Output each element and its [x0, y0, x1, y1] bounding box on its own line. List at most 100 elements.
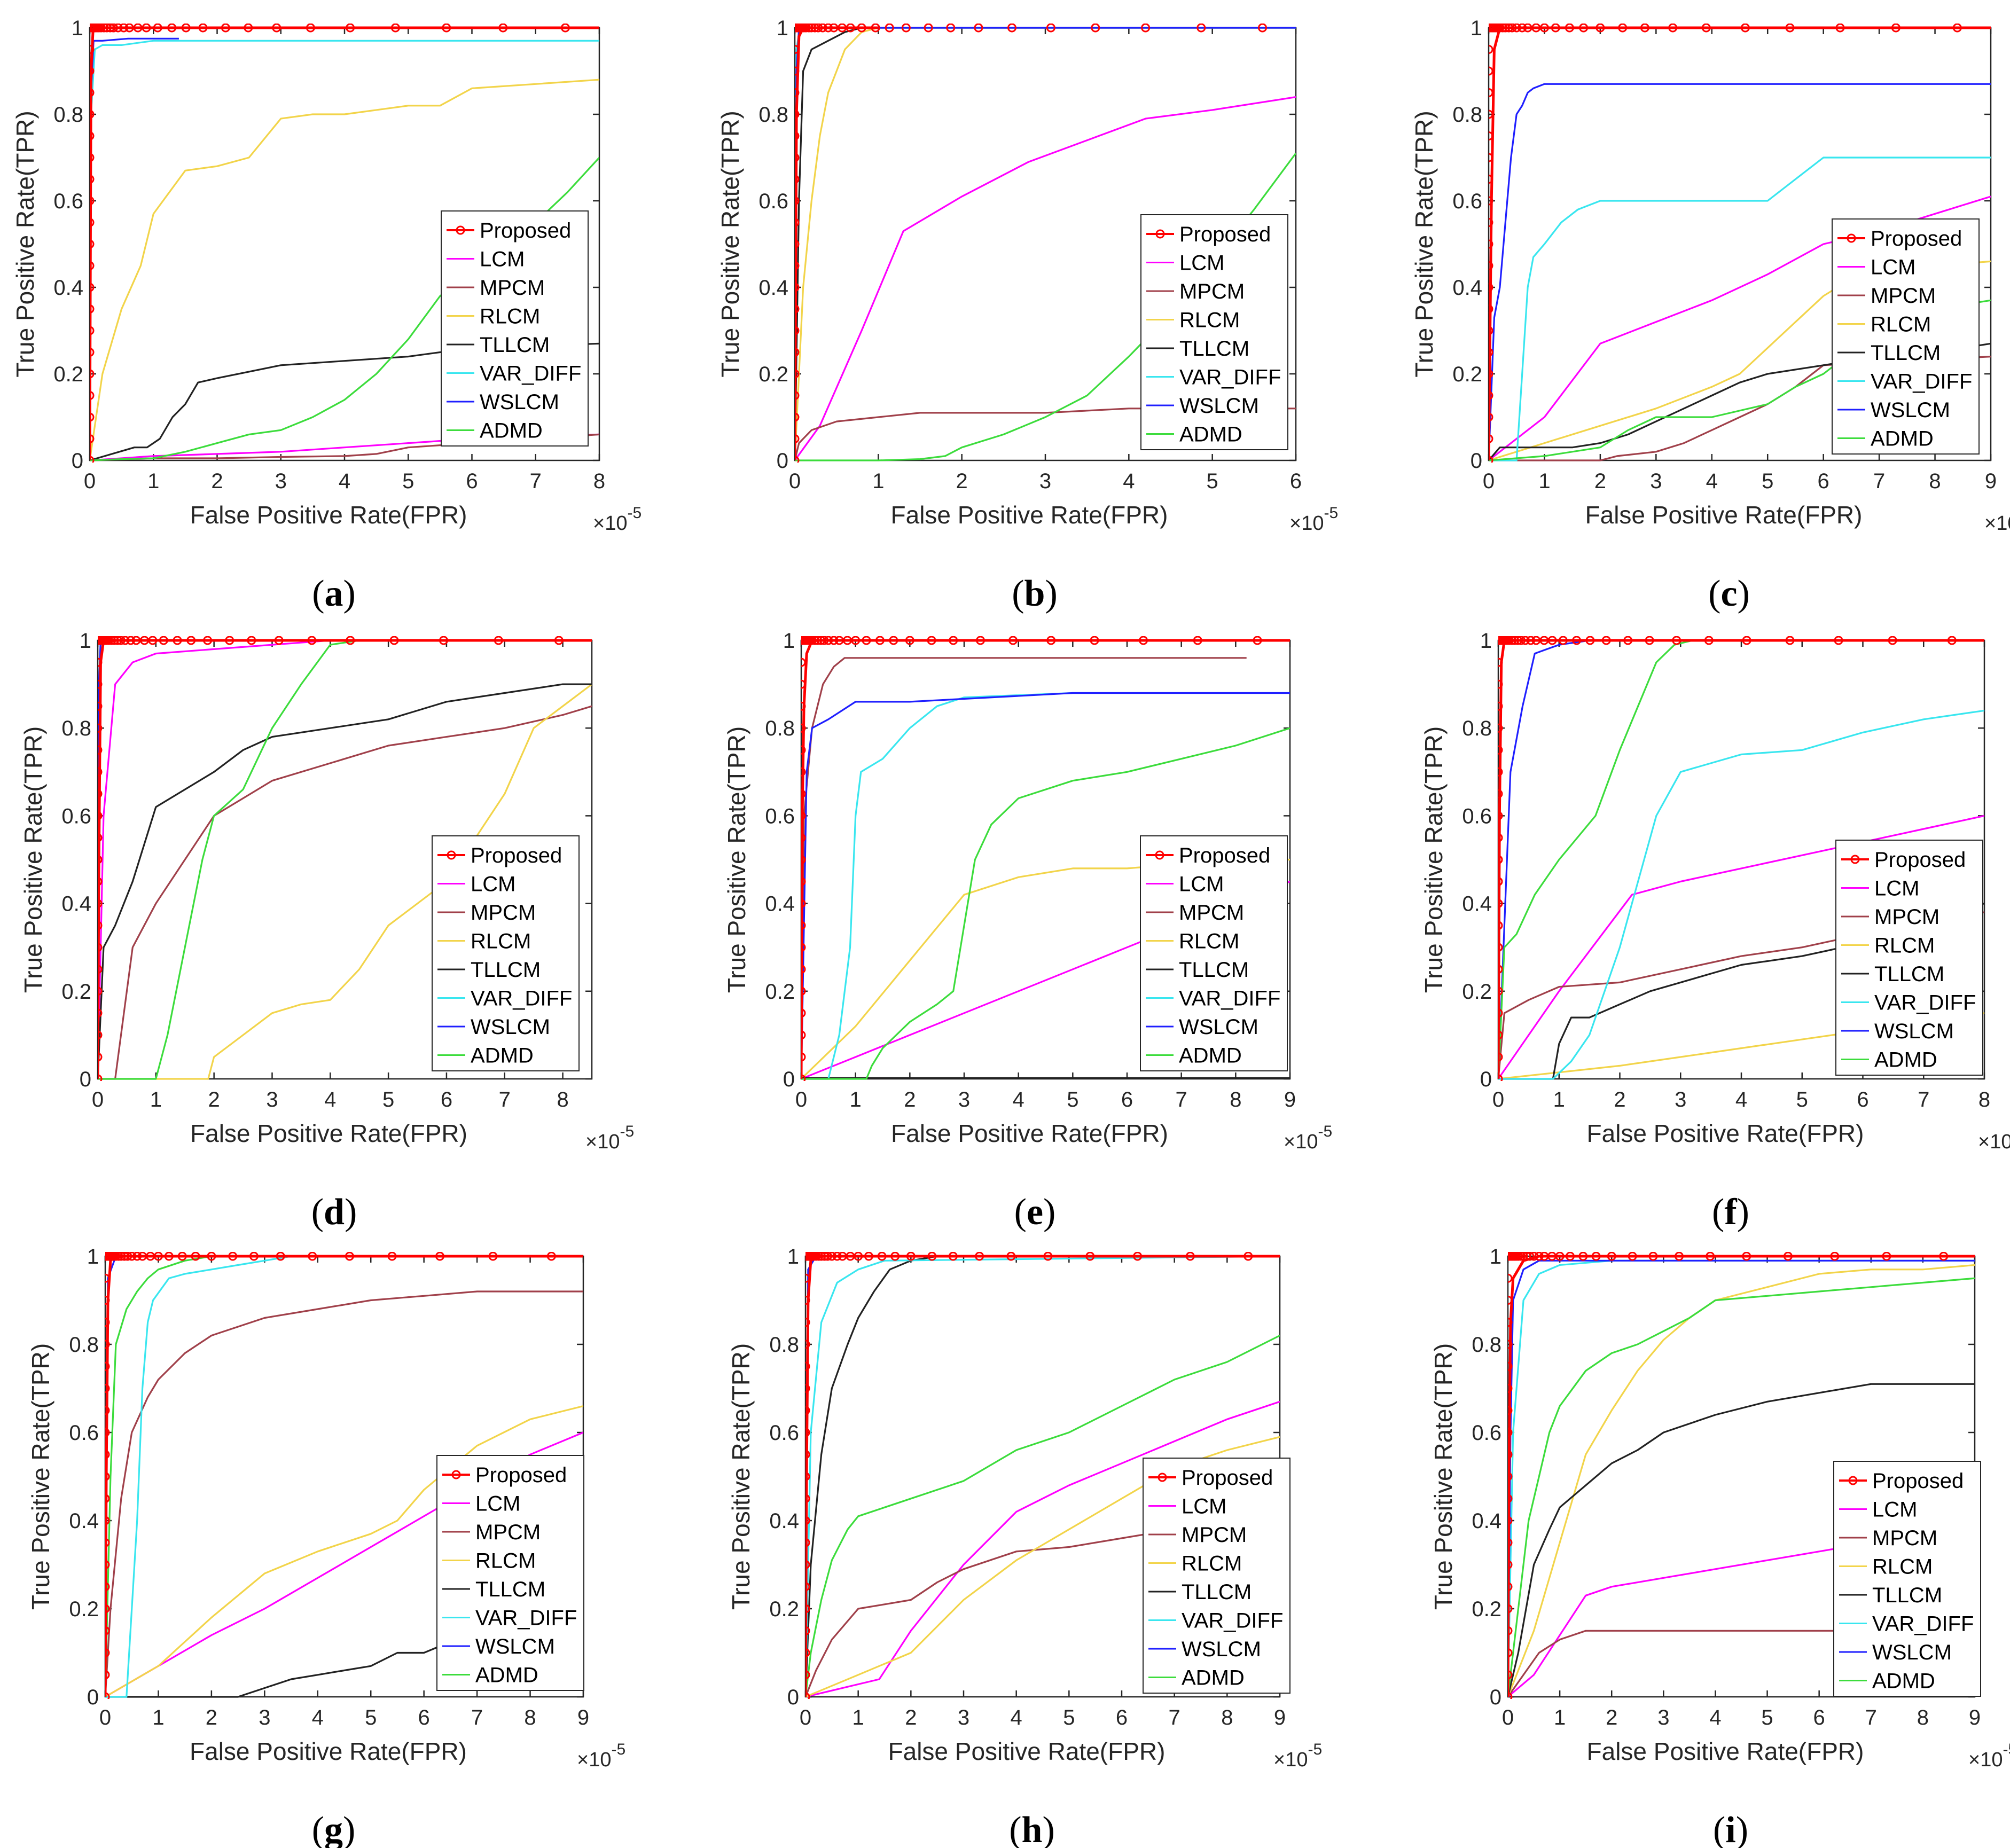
- proposed-marker: [105, 1516, 110, 1525]
- series-line-mpcm: [1489, 356, 1991, 461]
- legend-box: [441, 210, 589, 447]
- legend-label-rlcm: RLCM: [480, 305, 540, 328]
- proposed-marker: [795, 109, 800, 119]
- y-tick-label: 0.4: [69, 1509, 99, 1533]
- series-line-proposed: [98, 639, 592, 1079]
- subfigure-label: (g): [312, 1810, 356, 1848]
- y-tick-label: 0.6: [758, 190, 788, 213]
- proposed-marker: [1579, 24, 1589, 33]
- x-tick-label: 3: [266, 1088, 278, 1111]
- proposed-marker: [1243, 1252, 1253, 1261]
- proposed-marker: [90, 283, 95, 292]
- x-tick-label: 6: [1290, 469, 1302, 493]
- subfigure-label: (b): [1012, 573, 1058, 614]
- proposed-marker: [1498, 745, 1503, 755]
- proposed-marker: [221, 24, 230, 33]
- proposed-marker: [804, 24, 814, 33]
- proposed-marker: [1591, 1252, 1601, 1261]
- proposed-marker: [116, 636, 126, 645]
- proposed-marker: [927, 636, 936, 645]
- proposed-marker: [113, 24, 123, 33]
- proposed-marker: [488, 1252, 498, 1261]
- proposed-marker: [805, 1296, 810, 1305]
- proposed-marker: [249, 1252, 259, 1261]
- series-line-proposed: [801, 639, 1290, 1079]
- proposed-marker: [1139, 636, 1148, 645]
- proposed-marker: [1498, 24, 1507, 33]
- proposed-marker: [805, 1692, 810, 1699]
- y-tick-label: 0.6: [69, 1421, 99, 1445]
- series-line-tllcm: [98, 683, 592, 1079]
- proposed-marker: [875, 636, 885, 645]
- subfigure-label: (e): [1014, 1192, 1056, 1233]
- proposed-marker: [387, 1252, 397, 1261]
- proposed-marker: [244, 24, 253, 33]
- x-tick-label: 8: [1221, 1706, 1233, 1729]
- series-line-var-diff: [1489, 156, 1991, 461]
- proposed-marker: [854, 1252, 863, 1261]
- legend-label-var-diff: VAR_DIFF: [471, 987, 572, 1011]
- y-tick-label: 0.2: [53, 363, 83, 386]
- proposed-marker: [795, 261, 800, 270]
- proposed-marker: [1489, 434, 1493, 443]
- proposed-marker: [1508, 1384, 1513, 1393]
- proposed-marker: [546, 1252, 556, 1261]
- x-tick-label: 4: [339, 469, 350, 493]
- proposed-marker: [795, 153, 800, 162]
- proposed-marker: [1834, 636, 1843, 645]
- x-tick-label: 4: [324, 1088, 336, 1111]
- x-tick-label: 2: [1606, 1706, 1617, 1729]
- legend-label-var-diff: VAR_DIFF: [1182, 1609, 1283, 1633]
- proposed-marker: [276, 1252, 285, 1261]
- legend-label-mpcm: MPCM: [1874, 905, 1939, 929]
- series-line-rlcm: [795, 27, 1296, 461]
- y-tick-label: 0.4: [769, 1509, 799, 1533]
- proposed-marker: [90, 304, 95, 314]
- legend-label-proposed: Proposed: [480, 219, 571, 242]
- x-tick-label: 7: [530, 469, 542, 493]
- proposed-marker: [1043, 1252, 1053, 1261]
- proposed-marker: [105, 1604, 110, 1614]
- series-line-proposed: [105, 1255, 583, 1697]
- proposed-marker: [795, 456, 800, 463]
- x-tick-label: 9: [1985, 469, 1997, 493]
- legend-marker-proposed: [1848, 1476, 1858, 1485]
- proposed-marker: [805, 1384, 810, 1393]
- y-tick-label: 1: [80, 629, 91, 653]
- proposed-marker: [186, 636, 196, 645]
- x-tick-label: 6: [1121, 1088, 1133, 1111]
- y-tick-label: 0: [72, 449, 83, 473]
- proposed-marker: [805, 1626, 810, 1635]
- proposed-marker: [90, 261, 95, 270]
- x-tick-label: 9: [1284, 1088, 1296, 1111]
- proposed-marker: [1648, 1252, 1658, 1261]
- proposed-marker: [818, 24, 827, 33]
- proposed-marker: [116, 1252, 126, 1261]
- proposed-marker: [795, 412, 800, 422]
- legend-label-proposed: Proposed: [1874, 848, 1966, 872]
- legend-marker-proposed: [1155, 850, 1164, 860]
- proposed-marker: [159, 636, 168, 645]
- y-axis-label: True Positive Rate(TPR): [19, 726, 47, 993]
- legend: Proposed LCM MPCM RLCM TLLCM VAR_DIFF WSLCM ADM…: [1835, 840, 1983, 1076]
- series-line-admd: [98, 639, 592, 1080]
- series-group: [795, 24, 1296, 463]
- x-tick-label: 6: [466, 469, 478, 493]
- proposed-marker: [801, 877, 806, 886]
- proposed-marker: [857, 24, 866, 33]
- proposed-marker: [1495, 24, 1505, 33]
- proposed-marker: [1498, 833, 1503, 842]
- proposed-marker: [795, 391, 800, 400]
- proposed-marker: [119, 24, 129, 33]
- legend-label-tllcm: TLLCM: [1874, 962, 1944, 986]
- legend-marker-proposed: [451, 1470, 461, 1479]
- proposed-marker: [801, 833, 806, 842]
- y-tick-label: 1: [72, 17, 83, 40]
- proposed-marker: [98, 965, 103, 974]
- x-tick-label: 4: [312, 1706, 324, 1729]
- legend-label-admd: ADMD: [1179, 1044, 1242, 1068]
- series-line-wslcm: [1489, 83, 1991, 461]
- proposed-marker: [1947, 636, 1957, 645]
- x-tick-label: 1: [853, 1706, 864, 1729]
- proposed-marker: [890, 1252, 900, 1261]
